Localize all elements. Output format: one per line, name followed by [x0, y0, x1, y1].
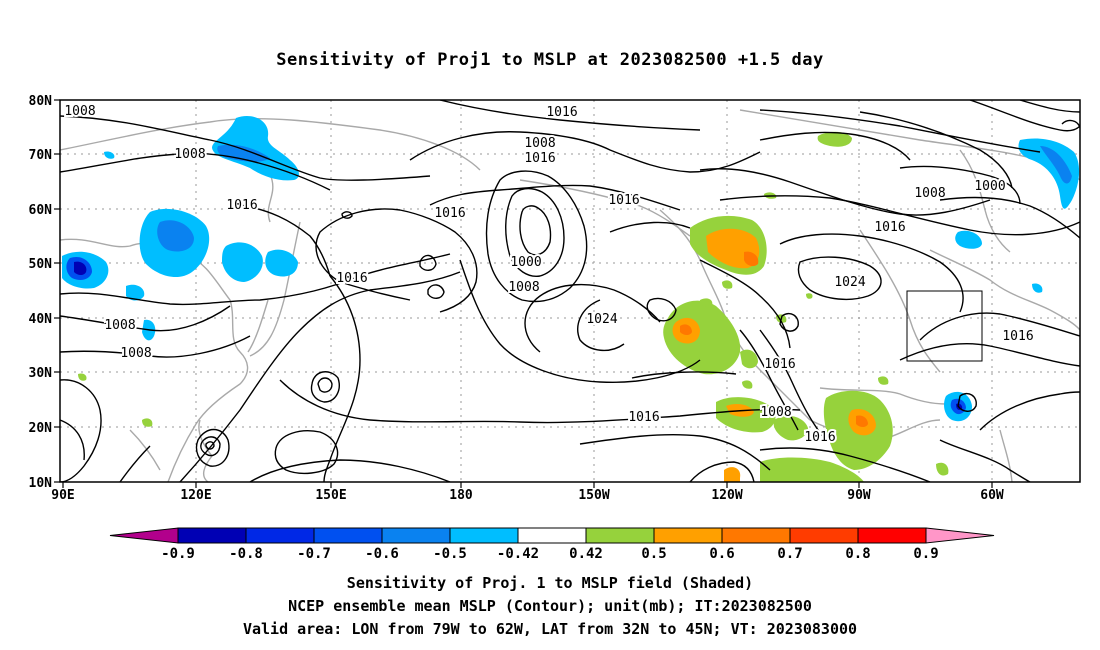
lat-label: 30N	[29, 366, 53, 381]
lat-label: 70N	[29, 148, 53, 163]
contour-label: 1024	[834, 275, 865, 290]
contour-labels: 1008100810161016101610161008101610161000…	[62, 102, 1035, 447]
contour-label: 1016	[546, 105, 577, 120]
lon-label: 120E	[180, 488, 211, 503]
colorbar-segment	[449, 527, 519, 544]
caption-line-2: NCEP ensemble mean MSLP (Contour); unit(…	[288, 597, 812, 615]
contour-label: 1016	[524, 151, 555, 166]
positive-sensitivity-shading	[78, 131, 949, 482]
colorbar-label: -0.8	[229, 546, 263, 562]
colorbar-segment	[381, 527, 451, 544]
colorbar-segment	[245, 527, 315, 544]
colorbar-label: -0.6	[365, 546, 399, 562]
contour-label: 1008	[120, 346, 151, 361]
lon-label: 60W	[980, 488, 1004, 503]
colorbar-segment	[517, 527, 587, 544]
caption-line-3: Valid area: LON from 79W to 62W, LAT fro…	[242, 620, 858, 638]
contour-label: 1016	[226, 198, 257, 213]
contour-label: 1016	[628, 410, 659, 425]
lon-label: 90W	[847, 488, 871, 503]
colorbar-label: -0.7	[297, 546, 331, 562]
lat-label: 10N	[29, 476, 53, 491]
lon-label: 150W	[578, 488, 609, 503]
lat-label: 40N	[29, 312, 53, 327]
contour-label: 1016	[764, 357, 795, 372]
lat-label: 60N	[29, 203, 53, 218]
colorbar-label: 0.6	[709, 546, 734, 562]
contour-label: 1008	[760, 405, 791, 420]
negative-sensitivity-shading	[62, 116, 1080, 422]
colorbar-segment	[857, 527, 927, 544]
lon-label: 90E	[51, 488, 74, 503]
lon-label: 120W	[711, 488, 742, 503]
colorbar-label: -0.5	[433, 546, 467, 562]
colorbar-segment	[585, 527, 655, 544]
colorbar-label: -0.9	[161, 546, 195, 562]
contour-label: 1008	[64, 104, 95, 119]
lon-label: 150E	[315, 488, 346, 503]
contour-label: 1000	[510, 255, 541, 270]
map-frame	[59, 99, 1081, 483]
colorbar-high-arrow	[925, 527, 995, 544]
contour-label: 1024	[586, 312, 617, 327]
contour-label: 1016	[1002, 329, 1033, 344]
colorbar-segment	[177, 527, 247, 544]
colorbar-segment	[313, 527, 383, 544]
colorbar-label: -0.42	[497, 546, 539, 562]
caption-line-1: Sensitivity of Proj. 1 to MSLP field (Sh…	[346, 574, 754, 592]
contour-label: 1016	[434, 206, 465, 221]
contour-label: 1008	[104, 318, 135, 333]
colorbar-label: 0.42	[569, 546, 603, 562]
map-title: Sensitivity of Proj1 to MSLP at 20230825…	[276, 50, 824, 70]
contour-label: 1016	[608, 193, 639, 208]
contour-label: 1008	[914, 186, 945, 201]
contour-label: 1016	[804, 430, 835, 445]
lon-label: 180	[449, 488, 473, 503]
contour-label: 1008	[174, 147, 205, 162]
colorbar-label: 0.8	[845, 546, 870, 562]
colorbar-low-arrow	[109, 527, 179, 544]
colorbar-segment	[653, 527, 723, 544]
colorbar-label: 0.5	[641, 546, 666, 562]
contour-label: 1016	[874, 220, 905, 235]
valid-area-box	[906, 290, 983, 362]
longitude-labels: 90E 120E 150E 180 150W 120W 90W 60W	[51, 488, 1004, 503]
colorbar-segment	[789, 527, 859, 544]
contour-label: 1000	[974, 179, 1005, 194]
contour-label: 1016	[336, 271, 367, 286]
contour-label: 1008	[524, 136, 555, 151]
contour-label: 1008	[508, 280, 539, 295]
colorbar-segment	[721, 527, 791, 544]
lat-label: 80N	[29, 94, 53, 109]
lat-label: 20N	[29, 421, 53, 436]
colorbar-labels: -0.9 -0.8 -0.7 -0.6 -0.5 -0.42 0.42 0.5 0.6 0.7 0.…	[161, 546, 939, 562]
latitude-labels: 80N 70N 60N 50N 40N 30N 20N 10N	[29, 94, 53, 491]
colorbar-label: 0.7	[777, 546, 802, 562]
colorbar	[109, 527, 995, 544]
axis-ticks	[54, 99, 993, 488]
mslp-contours	[60, 100, 1080, 482]
colorbar-label: 0.9	[913, 546, 938, 562]
lat-label: 50N	[29, 257, 53, 272]
